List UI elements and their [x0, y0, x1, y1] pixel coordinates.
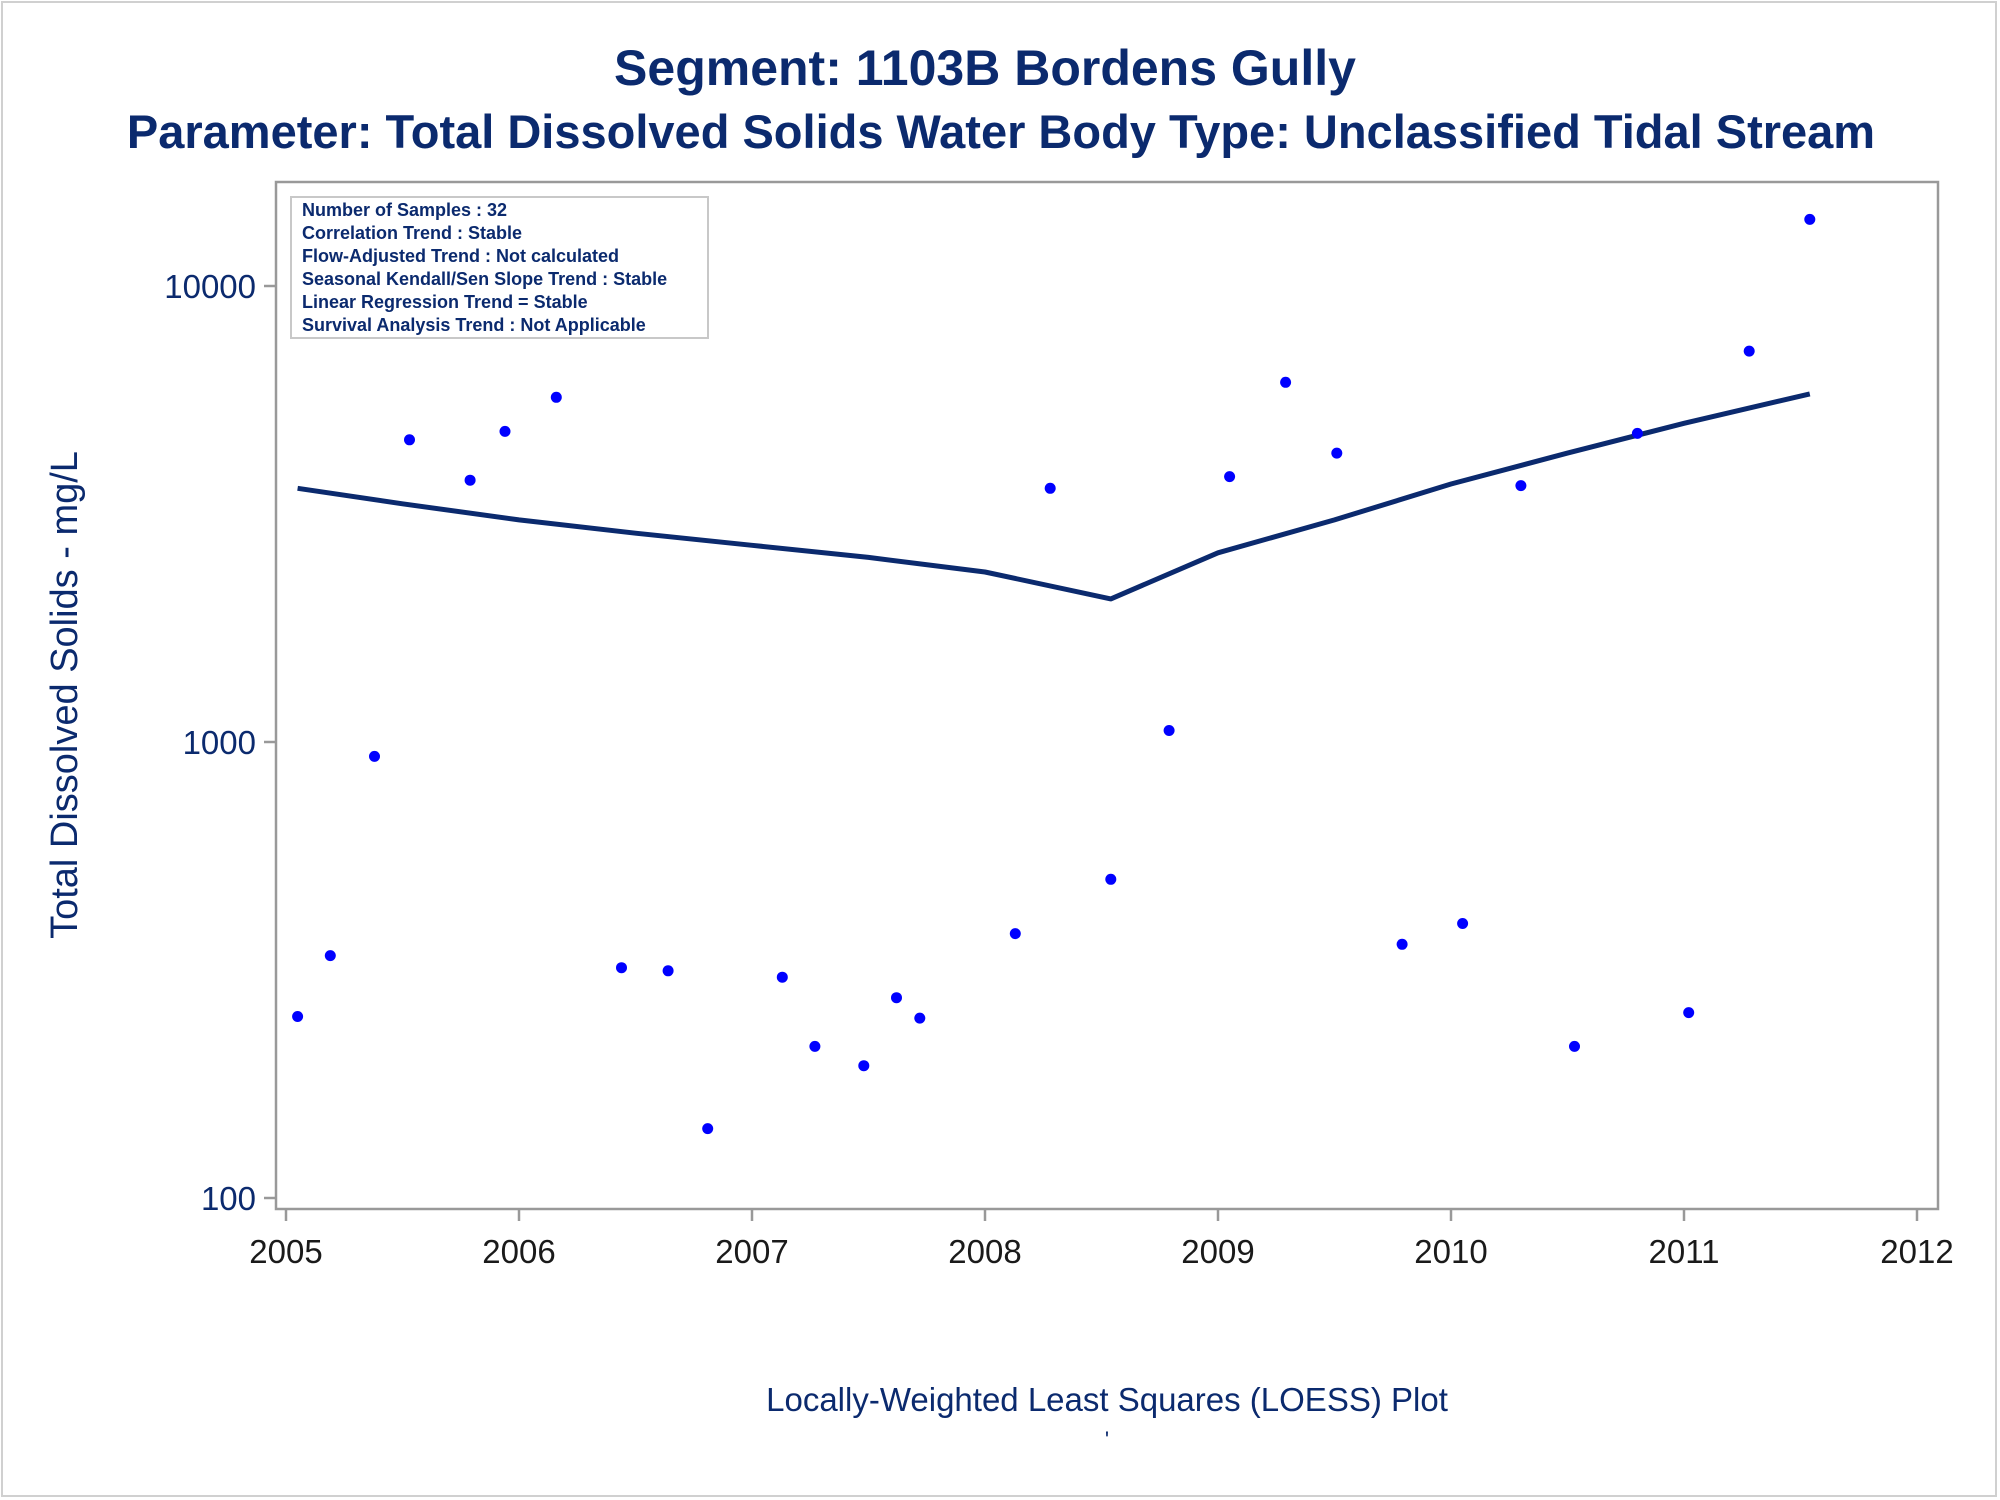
data-point — [776, 971, 788, 983]
x-tick-label: 2007 — [715, 1233, 788, 1270]
footnote: Locally-Weighted Least Squares (LOESS) P… — [766, 1381, 1448, 1418]
info-survival: Survival Analysis Trend : Not Applicable — [302, 315, 646, 335]
data-point — [616, 962, 627, 974]
x-tick-label: 2005 — [249, 1233, 322, 1270]
data-point — [404, 434, 415, 446]
info-box: Number of Samples : 32 Correlation Trend… — [290, 196, 709, 339]
info-samples: Number of Samples : 32 — [302, 200, 507, 220]
x-tick-label: 2012 — [1880, 1233, 1953, 1270]
y-axis-label: Total Dissolved Solids - mg/L — [44, 451, 86, 939]
data-point — [550, 391, 562, 403]
data-point — [1804, 213, 1816, 225]
chart-title: Segment: 1103B Bordens Gully — [614, 40, 1356, 96]
x-tick-label: 2011 — [1649, 1233, 1720, 1270]
data-point — [891, 992, 902, 1004]
data-point — [662, 965, 674, 977]
x-tick-label: 2008 — [948, 1233, 1021, 1270]
scatter-series — [292, 206, 1816, 1135]
info-box-border — [290, 196, 709, 339]
data-point — [499, 425, 511, 437]
data-point — [1515, 480, 1527, 492]
data-point — [1743, 345, 1755, 357]
info-seasonal-kendall: Seasonal Kendall/Sen Slope Trend : Stabl… — [302, 269, 667, 289]
data-point — [1044, 482, 1056, 494]
chart-subtitle: Parameter: Total Dissolved Solids Water … — [127, 105, 1875, 158]
x-tick-label: 2010 — [1414, 1233, 1487, 1270]
info-correlation: Correlation Trend : Stable — [302, 223, 522, 243]
plot-area — [274, 180, 1940, 1211]
data-point — [1105, 873, 1117, 885]
x-tick-label: 2009 — [1181, 1233, 1254, 1270]
data-point — [292, 1011, 304, 1022]
info-linear-regression: Linear Regression Trend = Stable — [302, 292, 588, 312]
data-point — [858, 1060, 870, 1072]
x-tick-label: 2006 — [482, 1233, 555, 1270]
data-point — [1631, 427, 1643, 439]
x-axis: 2005 2006 2007 2008 2009 2010 2011 2012 — [249, 1209, 1954, 1270]
data-point — [324, 950, 336, 962]
data-point — [464, 474, 476, 486]
loess-line-series — [297, 391, 1811, 602]
data-point — [1331, 447, 1343, 459]
info-flow-adjusted: Flow-Adjusted Trend : Not calculated — [302, 246, 619, 266]
data-point — [1683, 1007, 1695, 1019]
footnote-mark: ' — [1105, 1427, 1109, 1452]
data-point — [1280, 376, 1292, 388]
y-tick-label: 1000 — [183, 724, 256, 761]
data-point — [1457, 918, 1469, 929]
y-tick-label: 10000 — [164, 268, 256, 305]
data-point — [1163, 725, 1175, 736]
y-axis: 100 1000 10000 — [164, 268, 276, 1217]
data-point — [369, 750, 380, 762]
data-point — [1569, 1040, 1580, 1052]
data-point — [702, 1123, 714, 1135]
data-point — [1396, 938, 1408, 950]
data-point — [914, 1012, 926, 1024]
data-point — [1009, 928, 1021, 940]
data-point — [809, 1040, 821, 1052]
loess-line — [297, 391, 1811, 602]
y-tick-label: 100 — [201, 1180, 256, 1217]
data-point — [1224, 471, 1236, 483]
